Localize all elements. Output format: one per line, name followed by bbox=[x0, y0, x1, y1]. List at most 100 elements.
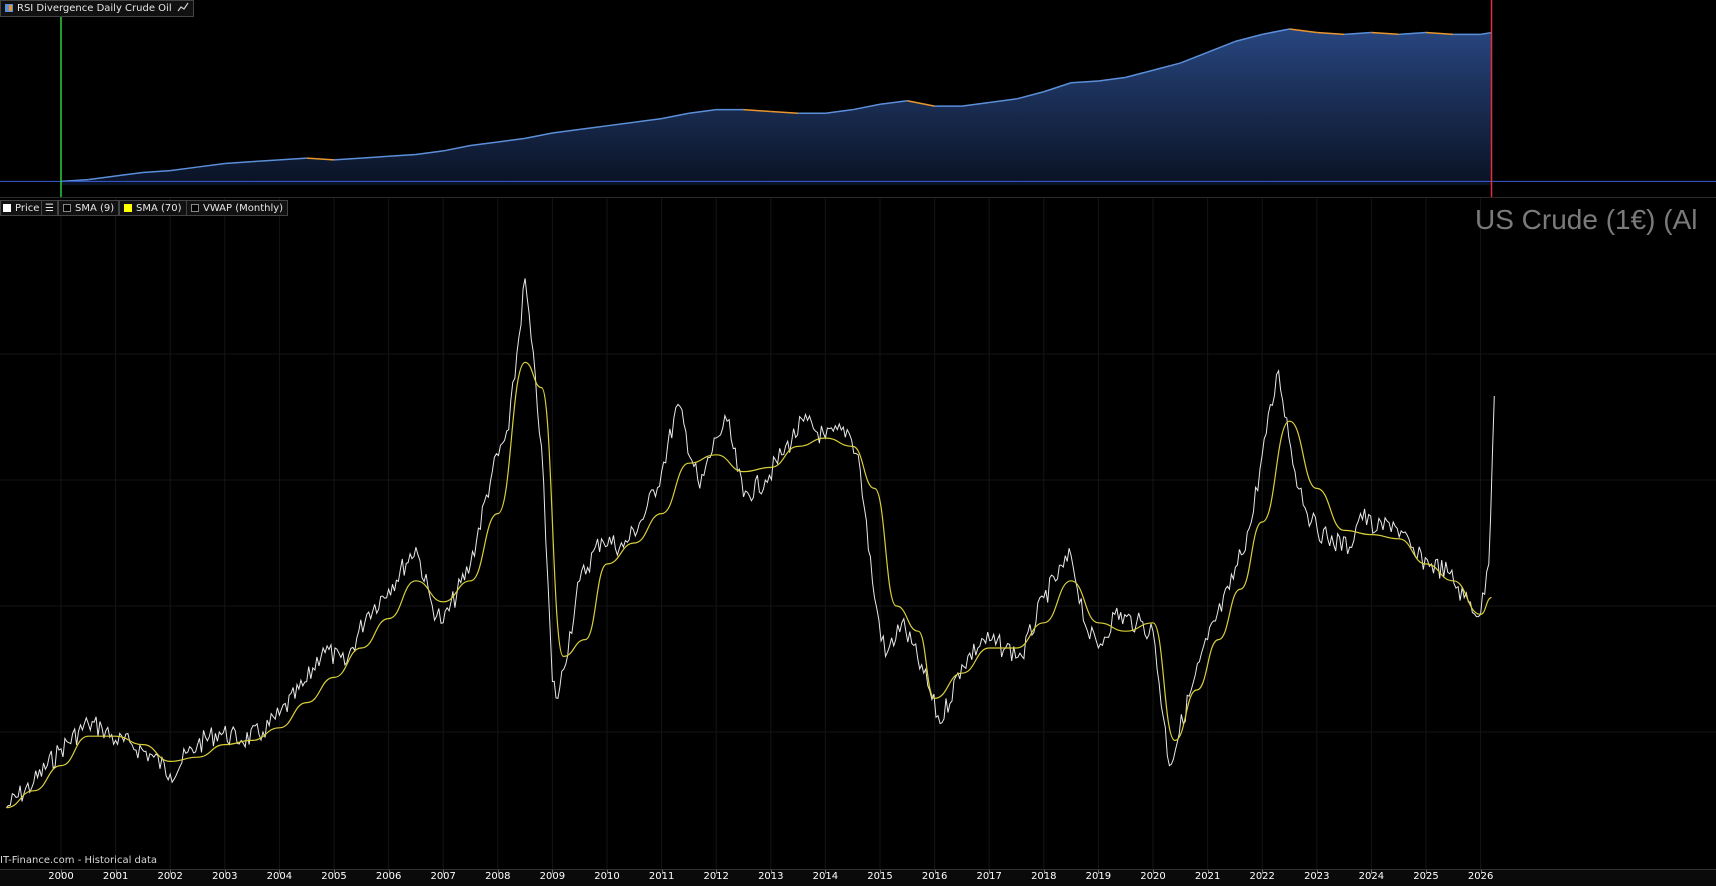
list-icon: ☰ bbox=[45, 203, 54, 214]
equity-segment bbox=[115, 171, 143, 177]
x-tick-label: 2007 bbox=[430, 871, 456, 882]
x-tick bbox=[61, 870, 62, 874]
x-tick bbox=[279, 870, 281, 874]
x-tick bbox=[443, 870, 445, 874]
equity-curve-icon[interactable] bbox=[177, 2, 189, 12]
x-tick-label: 2009 bbox=[539, 871, 566, 882]
x-tick bbox=[1043, 870, 1045, 874]
equity-segment bbox=[852, 103, 881, 111]
legend-sma9-label: SMA (9) bbox=[75, 203, 115, 214]
equity-segment bbox=[1016, 91, 1044, 100]
x-tick bbox=[1153, 870, 1154, 874]
x-tick bbox=[170, 870, 172, 874]
equity-segment bbox=[415, 150, 444, 156]
x-tick-label: 2003 bbox=[212, 871, 238, 882]
x-tick-label: 2013 bbox=[758, 871, 784, 882]
legend-menu-button[interactable]: ☰ bbox=[41, 200, 58, 216]
equity-segment bbox=[142, 169, 171, 174]
equity-segment bbox=[661, 112, 690, 120]
x-tick-label: 2010 bbox=[594, 871, 620, 882]
x-tick bbox=[388, 870, 390, 874]
equity-segment bbox=[825, 108, 853, 115]
price-chart bbox=[0, 198, 1716, 869]
x-tick-label: 2026 bbox=[1467, 871, 1494, 882]
equity-segment bbox=[470, 141, 498, 147]
x-tick bbox=[1480, 870, 1482, 874]
equity-segment bbox=[989, 98, 1017, 104]
equity-segment bbox=[361, 155, 389, 159]
equity-segment bbox=[252, 159, 280, 163]
equity-title: RSI Divergence Daily Crude Oil bbox=[17, 3, 172, 14]
equity-segment bbox=[606, 121, 635, 127]
x-tick bbox=[1262, 870, 1264, 874]
equity-segment bbox=[1371, 31, 1399, 36]
legend-price-swatch bbox=[3, 204, 11, 212]
equity-segment bbox=[1316, 31, 1345, 36]
x-tick-label: 2018 bbox=[1031, 871, 1057, 882]
x-tick-label: 2012 bbox=[703, 871, 729, 882]
x-tick bbox=[1316, 870, 1318, 874]
equity-segment bbox=[333, 157, 362, 161]
x-tick bbox=[934, 870, 936, 874]
legend-sma9[interactable]: SMA (9) bbox=[58, 200, 120, 216]
sma70-series bbox=[6, 361, 1492, 809]
x-tick-label: 2014 bbox=[812, 871, 839, 882]
equity-segment bbox=[1344, 31, 1372, 36]
x-tick-label: 2000 bbox=[48, 871, 74, 882]
equity-segment bbox=[306, 157, 335, 161]
equity-segment bbox=[579, 125, 608, 131]
x-tick bbox=[1426, 870, 1427, 874]
equity-segment bbox=[1125, 69, 1154, 79]
x-tick bbox=[989, 870, 991, 874]
equity-segment bbox=[524, 132, 553, 140]
source-note: IT-Finance.com - Historical data bbox=[0, 855, 158, 866]
x-tick bbox=[224, 870, 226, 874]
equity-segment bbox=[907, 99, 935, 107]
equity-segment bbox=[1180, 51, 1208, 64]
x-tick-label: 2001 bbox=[102, 871, 129, 882]
chart-title: US Crude (1€) (Al bbox=[1475, 204, 1698, 235]
equity-segment bbox=[279, 157, 307, 161]
equity-panel: RSI Divergence Daily Crude Oil bbox=[0, 0, 1716, 198]
x-tick bbox=[1098, 870, 1100, 874]
legend-vwap[interactable]: VWAP (Monthly) bbox=[186, 200, 289, 216]
equity-legend[interactable]: RSI Divergence Daily Crude Oil bbox=[0, 0, 194, 17]
equity-segment bbox=[634, 117, 662, 123]
x-tick-label: 2002 bbox=[157, 871, 183, 882]
price-panel bbox=[0, 198, 1716, 869]
equity-swatch bbox=[5, 4, 13, 12]
x-tick bbox=[607, 870, 608, 874]
legend-sma70-label: SMA (70) bbox=[136, 203, 182, 214]
equity-segment bbox=[961, 101, 990, 107]
equity-segment bbox=[497, 137, 526, 143]
x-tick-label: 2017 bbox=[976, 871, 1002, 882]
equity-segment bbox=[552, 128, 580, 134]
legend-price-label: Price bbox=[15, 203, 40, 214]
x-tick-label: 2006 bbox=[375, 871, 402, 882]
x-tick-label: 2020 bbox=[1140, 871, 1166, 882]
x-tick bbox=[825, 870, 827, 874]
equity-area bbox=[61, 28, 1492, 185]
equity-segment bbox=[88, 175, 116, 181]
equity-segment bbox=[743, 108, 771, 113]
legend-vwap-swatch bbox=[191, 204, 199, 212]
x-tick bbox=[115, 870, 117, 874]
equity-segment bbox=[388, 153, 416, 158]
x-tick-label: 2008 bbox=[485, 871, 511, 882]
equity-segment bbox=[1207, 40, 1236, 53]
x-tick-label: 2023 bbox=[1304, 871, 1330, 882]
equity-segment bbox=[1289, 28, 1317, 34]
x-tick-label: 2024 bbox=[1358, 871, 1385, 882]
x-tick-label: 2019 bbox=[1085, 871, 1112, 882]
equity-chart bbox=[0, 0, 1716, 198]
panel-separator[interactable] bbox=[0, 197, 1716, 198]
equity-segment bbox=[1098, 76, 1126, 82]
x-tick-label: 2021 bbox=[1194, 871, 1221, 882]
equity-segment bbox=[170, 166, 198, 172]
price-series bbox=[6, 278, 1495, 808]
x-tick bbox=[770, 870, 772, 874]
x-tick-label: 2015 bbox=[867, 871, 893, 882]
legend-price[interactable]: Price bbox=[0, 200, 45, 216]
x-axis[interactable]: 2000 2001 2002 2003 2004 2005 2006 2007 2008 2009… bbox=[0, 869, 1716, 886]
legend-sma70[interactable]: SMA (70) bbox=[119, 200, 187, 216]
